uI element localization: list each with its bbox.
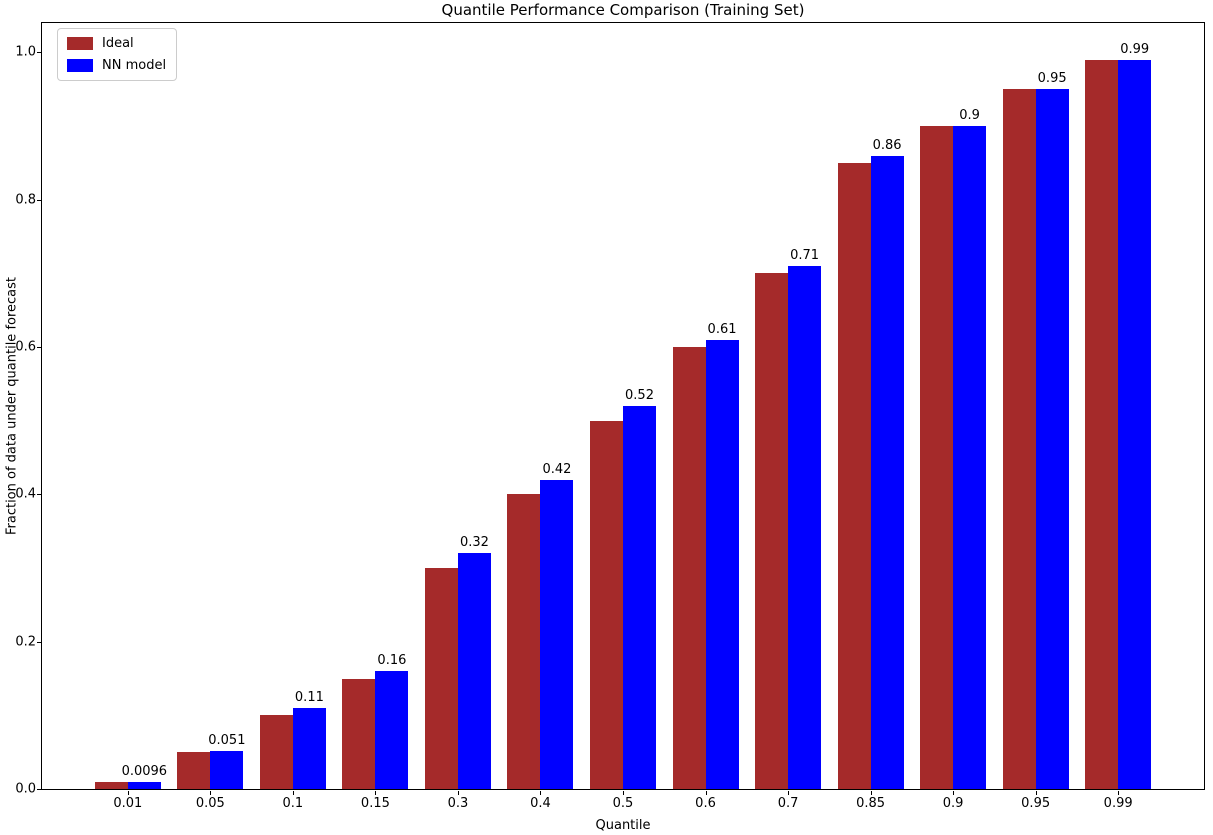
x-tick-mark: [953, 791, 955, 795]
bar-value-label: 0.32: [459, 535, 489, 551]
legend-label-nn-model: NN model: [102, 58, 167, 73]
x-tick-label: 0.3: [447, 796, 469, 811]
ideal-bar: [507, 494, 541, 789]
legend-entry-ideal: Ideal: [67, 36, 166, 51]
ideal-bar: [177, 752, 211, 789]
nn-model-bar: [292, 707, 326, 789]
x-tick-mark: [1035, 791, 1037, 795]
nn-model-bar: [540, 479, 574, 789]
bar-value-label: 0.86: [872, 137, 902, 153]
x-tick-label: 0.5: [612, 796, 634, 811]
x-tick-label: 0.1: [282, 796, 304, 811]
x-tick-mark: [457, 791, 459, 795]
ideal-bar: [920, 126, 954, 789]
ideal-bar: [672, 347, 706, 789]
x-tick-label: 0.99: [1103, 796, 1133, 811]
ideal-bar: [755, 273, 789, 789]
nn-model-bar: [705, 339, 739, 789]
y-tick-label: 0.6: [15, 339, 36, 355]
ideal-bar: [589, 420, 623, 789]
bar-value-label: 0.11: [294, 689, 324, 705]
y-tick-mark: [37, 494, 41, 496]
ideal-bar: [1085, 59, 1119, 789]
x-tick-mark: [210, 791, 212, 795]
x-tick-label: 0.4: [530, 796, 551, 811]
ideal-bar: [94, 781, 128, 789]
y-tick-label: 0.0: [15, 781, 36, 797]
nn-model-bar: [788, 266, 822, 789]
bar-value-label: 0.16: [377, 653, 407, 669]
ideal-bar: [837, 162, 871, 789]
x-tick-label: 0.95: [1021, 796, 1051, 811]
x-tick-label: 0.7: [777, 796, 799, 811]
nn-model-bar: [1035, 89, 1069, 789]
y-tick-mark: [37, 789, 41, 790]
x-tick-mark: [705, 791, 707, 795]
x-tick-label: 0.9: [942, 796, 964, 811]
y-tick-mark: [37, 52, 41, 54]
nn-model-bar: [210, 751, 244, 789]
nn-model-swatch: [67, 59, 93, 72]
bar-value-label: 0.051: [208, 733, 246, 749]
nn-model-bar: [457, 553, 491, 789]
ideal-bar: [1002, 89, 1036, 789]
x-tick-mark: [292, 791, 294, 795]
bar-value-label: 0.9: [959, 108, 980, 124]
x-tick-label: 0.01: [113, 796, 143, 811]
bar-value-label: 0.71: [790, 248, 820, 264]
x-axis-label: Quantile: [595, 818, 651, 833]
ideal-swatch: [67, 37, 93, 50]
x-tick-mark: [623, 791, 624, 795]
ideal-bar: [259, 715, 293, 789]
plot-area: 0.0096 0.051 0.11 0.16 0.32 0.42 0.52 0.61 0.71 0…: [41, 22, 1205, 790]
x-tick-mark: [870, 791, 872, 795]
x-tick-mark: [1118, 791, 1120, 795]
x-tick-label: 0.15: [360, 796, 390, 811]
x-tick-label: 0.6: [695, 796, 716, 811]
nn-model-bar: [623, 406, 656, 789]
bar-value-label: 0.99: [1120, 41, 1150, 57]
ideal-bar: [424, 568, 458, 789]
ideal-bar: [342, 678, 376, 789]
legend: Ideal NN model: [57, 28, 178, 81]
y-tick-mark: [37, 199, 41, 201]
x-tick-mark: [127, 791, 129, 795]
nn-model-bar: [870, 155, 904, 789]
y-tick-label: 1.0: [15, 44, 36, 60]
bar-value-label: 0.95: [1037, 71, 1067, 87]
y-tick-label: 0.2: [15, 634, 36, 650]
nn-model-bar: [953, 126, 987, 789]
x-tick-mark: [788, 791, 790, 795]
x-tick-label: 0.05: [195, 796, 225, 811]
legend-entry-nn-model: NN model: [67, 58, 166, 73]
y-tick-mark: [37, 347, 41, 349]
nn-model-bar: [375, 671, 409, 789]
x-tick-label: 0.85: [856, 796, 886, 811]
bar-value-label: 0.42: [542, 461, 572, 477]
chart-title: Quantile Performance Comparison (Trainin…: [441, 1, 805, 19]
y-tick-label: 0.4: [15, 486, 36, 502]
x-tick-mark: [540, 791, 542, 795]
nn-model-bar: [1118, 59, 1152, 789]
y-tick-mark: [37, 641, 41, 643]
legend-label-ideal: Ideal: [102, 36, 134, 51]
bar-value-label: 0.61: [707, 321, 737, 337]
y-tick-label: 0.8: [15, 192, 36, 208]
bar-value-label: 0.52: [625, 388, 654, 403]
x-tick-mark: [375, 791, 377, 795]
nn-model-bar: [127, 781, 161, 789]
bar-value-label: 0.0096: [121, 763, 168, 779]
